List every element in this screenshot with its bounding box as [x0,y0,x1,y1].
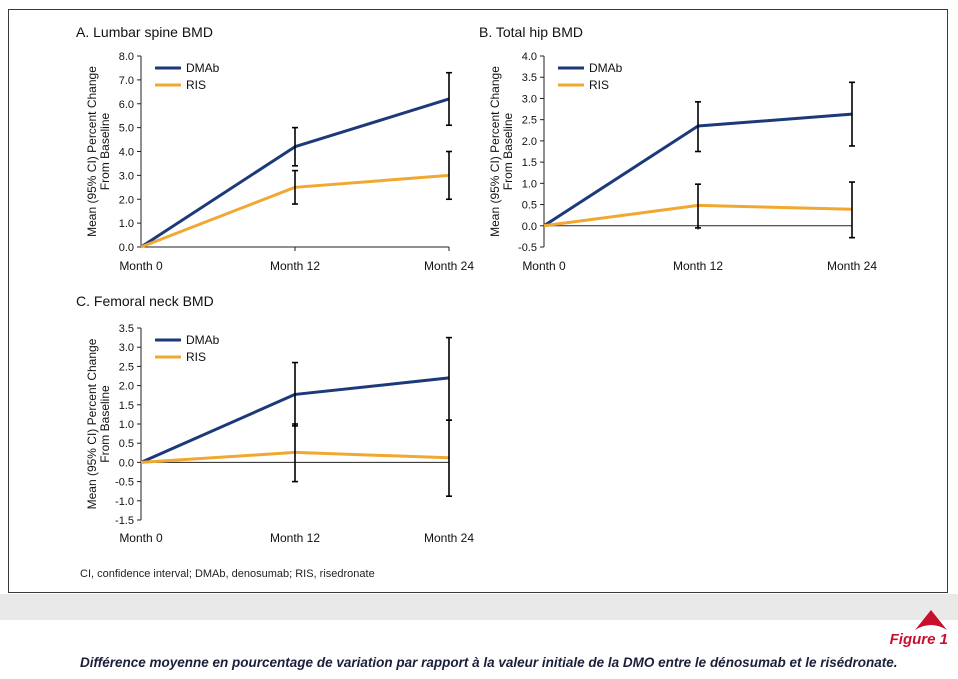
error-bar-ris [292,169,298,205]
y-axis-label-line: Mean (95% CI) Percent Change [488,66,502,237]
chart-a: A. Lumbar spine BMD Mean (95% CI) Percent… [76,24,474,273]
chart-title: A. Lumbar spine BMD [76,24,213,40]
chart-b: B. Total hip BMD Mean (95% CI) Percent Ch… [479,24,877,273]
y-tick-label: 6.0 [119,99,134,111]
y-tick-label: -1.0 [115,496,134,508]
y-tick-label: 1.5 [119,400,134,412]
y-tick-label: 2.0 [119,381,134,393]
y-axis-label: Mean (95% CI) Percent ChangeFrom Baselin… [488,66,515,237]
x-tick-label: Month 0 [522,259,566,273]
y-axis-label-line: From Baseline [98,385,112,463]
chart-c: C. Femoral neck BMD Mean (95% CI) Percent… [76,293,474,545]
legend-label-ris: RIS [186,350,206,364]
y-tick-label: 2.0 [522,136,537,148]
y-tick-label: 3.5 [119,323,134,335]
y-tick-label: 0.0 [119,242,134,254]
separator-band [0,594,958,620]
error-bar-dmab [695,101,701,153]
chart-title: C. Femoral neck BMD [76,293,214,309]
y-tick-label: 0.0 [119,457,134,469]
y-tick-label: 2.5 [119,361,134,373]
x-tick-label: Month 0 [119,531,163,545]
y-axis-label-line: Mean (95% CI) Percent Change [85,66,99,237]
y-axis-label: Mean (95% CI) Percent ChangeFrom Baselin… [85,338,112,509]
error-bar-ris [446,150,452,201]
figure-label: Figure 1 [889,631,948,648]
error-bar-dmab [849,81,855,147]
y-tick-label: -0.5 [518,242,537,254]
y-tick-label: 8.0 [119,51,134,63]
brand-logo-icon [915,610,947,630]
y-tick-label: -0.5 [115,477,134,489]
y-axis-label-line: From Baseline [98,113,112,191]
legend-label-dmab: DMAb [186,61,220,75]
x-tick-label: Month 12 [270,259,320,273]
legend-label-dmab: DMAb [589,61,623,75]
y-tick-label: 0.5 [119,438,134,450]
error-bar-ris [446,419,452,497]
legend-label-ris: RIS [589,78,609,92]
y-tick-label: 1.0 [522,178,537,190]
y-tick-label: 0.0 [522,221,537,233]
y-tick-label: 3.0 [119,342,134,354]
x-tick-label: Month 24 [424,531,474,545]
y-tick-label: 5.0 [119,123,134,135]
y-tick-label: 3.0 [119,170,134,182]
charts-canvas: A. Lumbar spine BMD Mean (95% CI) Percent… [76,24,877,545]
chart-title: B. Total hip BMD [479,24,583,40]
footnote: CI, confidence interval; DMAb, denosumab… [80,568,375,580]
x-tick-label: Month 12 [673,259,723,273]
error-bar-ris [849,181,855,239]
x-tick-label: Month 24 [424,259,474,273]
figure-frame [8,9,948,593]
y-axis-label-line: From Baseline [501,113,515,191]
y-tick-label: 3.0 [522,93,537,105]
x-tick-label: Month 12 [270,531,320,545]
legend-label-ris: RIS [186,78,206,92]
error-bar-dmab [446,71,452,127]
x-tick-label: Month 0 [119,259,163,273]
y-axis-label-line: Mean (95% CI) Percent Change [85,338,99,509]
x-tick-label: Month 24 [827,259,877,273]
error-bar-dmab [292,126,298,167]
figure-caption: Différence moyenne en pourcentage de var… [80,655,898,670]
y-axis-label: Mean (95% CI) Percent ChangeFrom Baselin… [85,66,112,237]
legend-label-dmab: DMAb [186,333,220,347]
y-tick-label: -1.5 [115,515,134,527]
y-tick-label: 0.5 [522,200,537,212]
y-tick-label: 7.0 [119,75,134,87]
y-tick-label: 1.0 [119,419,134,431]
error-bar-ris [695,183,701,229]
error-bar-ris [292,423,298,483]
y-tick-label: 4.0 [119,147,134,159]
y-tick-label: 2.0 [119,194,134,206]
y-tick-label: 3.5 [522,72,537,84]
y-tick-label: 1.0 [119,218,134,230]
y-tick-label: 1.5 [522,157,537,169]
y-tick-label: 4.0 [522,51,537,63]
y-tick-label: 2.5 [522,115,537,127]
